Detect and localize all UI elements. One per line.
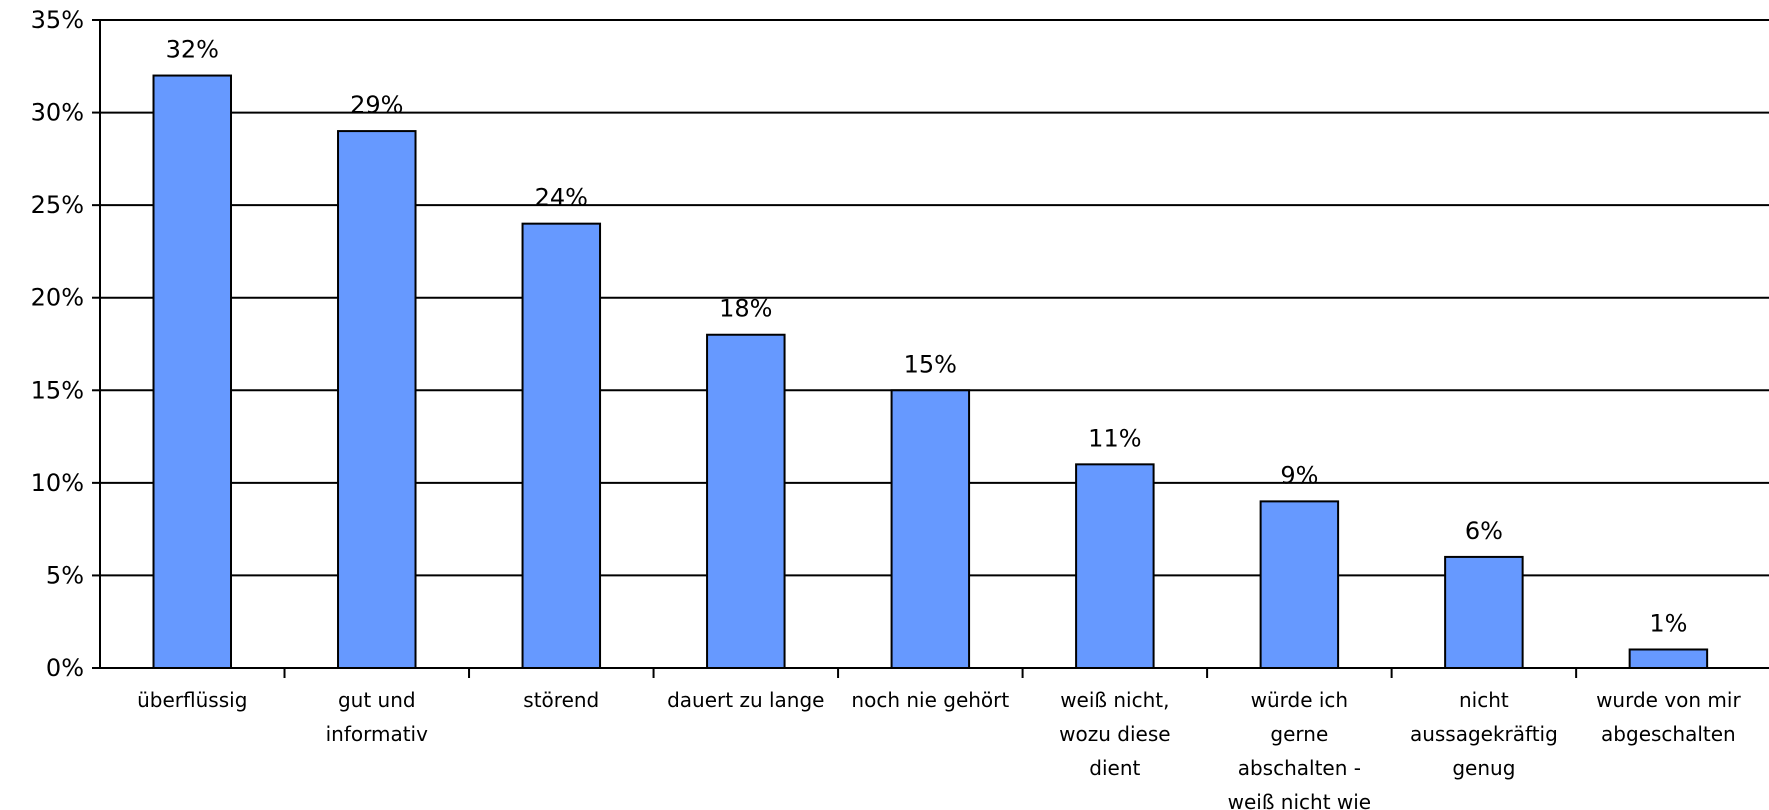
data-label: 24% <box>535 184 588 212</box>
bar <box>1628 648 1709 670</box>
y-tick-label: 15% <box>31 376 84 404</box>
y-axis: 0% 5% 10% 15% 20% 25% 30% 35% <box>31 6 101 682</box>
x-tick-label: informativ <box>326 722 429 746</box>
bar <box>337 130 417 670</box>
y-tick-label: 30% <box>31 99 84 127</box>
y-tick-label: 10% <box>31 469 84 497</box>
x-tick-label: noch nie gehört <box>851 688 1009 712</box>
x-tick-label: abgeschalten <box>1601 722 1736 746</box>
bar <box>706 333 786 669</box>
y-tick-label: 25% <box>31 191 84 219</box>
x-tick-label: würde ich <box>1251 688 1349 712</box>
y-tick-label: 20% <box>31 284 84 312</box>
data-label: 18% <box>719 295 772 323</box>
data-label: 1% <box>1649 609 1687 637</box>
bars <box>152 74 1709 670</box>
data-label: 15% <box>904 350 957 378</box>
x-tick-label: weiß nicht wie <box>1228 790 1372 810</box>
x-tick-label: wozu diese <box>1059 722 1170 746</box>
x-tick-label: gut und <box>338 688 416 712</box>
bar <box>1444 555 1524 670</box>
bar <box>1075 463 1155 670</box>
x-tick-label: gerne <box>1270 722 1328 746</box>
x-tick-label: überflüssig <box>137 688 247 712</box>
x-tick-label: nicht <box>1459 688 1509 712</box>
x-axis: überflüssig gut und informativ störend dauer… <box>100 667 1769 810</box>
data-label: 11% <box>1088 424 1141 452</box>
x-tick-label: dauert zu lange <box>667 688 824 712</box>
y-tick-label: 5% <box>46 561 84 589</box>
x-tick-label: störend <box>523 688 599 712</box>
data-label: 29% <box>350 91 403 119</box>
x-tick-label: abschalten - <box>1238 756 1361 780</box>
x-tick-label: dient <box>1089 756 1140 780</box>
bar <box>1259 500 1340 669</box>
x-tick-label: genug <box>1452 756 1515 780</box>
bar <box>521 222 602 670</box>
data-label: 32% <box>166 36 219 64</box>
x-tick-label: aussagekräftig <box>1410 722 1558 746</box>
x-tick-label: weiß nicht, <box>1060 688 1169 712</box>
y-tick-label: 0% <box>46 654 84 682</box>
data-label: 6% <box>1465 517 1503 545</box>
bar <box>890 389 971 669</box>
data-label: 9% <box>1280 461 1318 489</box>
y-tick-label: 35% <box>31 6 84 34</box>
x-tick-label: wurde von mir <box>1596 688 1741 712</box>
data-labels: 32% 29% 24% 18% 15% 11% 9% 6% 1% <box>166 36 1688 638</box>
bar <box>152 74 233 670</box>
